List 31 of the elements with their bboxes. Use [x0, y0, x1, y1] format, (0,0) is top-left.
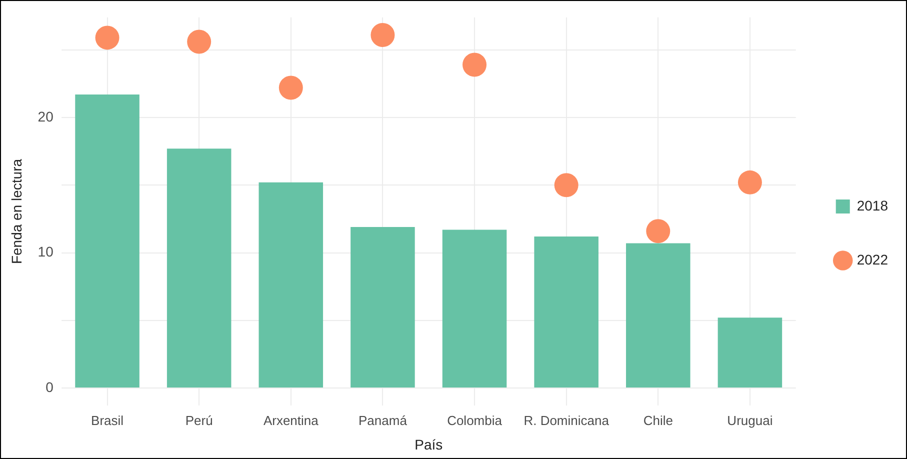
x-tick-label: Colombia	[447, 412, 503, 428]
x-tick-label: Brasil	[91, 412, 124, 428]
bar	[442, 230, 507, 388]
x-tick-label: Perú	[185, 412, 213, 428]
bar	[258, 182, 324, 388]
point	[370, 22, 395, 47]
x-tick-label: R. Dominicana	[524, 412, 610, 428]
y-axis-title: Fenda en lectura	[8, 158, 24, 264]
bar	[75, 94, 140, 388]
x-tick-label: Arxentina	[263, 412, 320, 428]
point	[738, 170, 762, 194]
bar	[166, 148, 232, 388]
x-tick-label: Chile	[643, 412, 673, 428]
bar	[350, 227, 415, 388]
point	[462, 52, 487, 77]
point	[95, 26, 120, 50]
legend-label: 2022	[856, 251, 888, 268]
bar	[718, 318, 782, 388]
y-tick-label: 10	[38, 244, 54, 260]
bar	[626, 243, 690, 388]
legend-label: 2018	[856, 197, 888, 214]
bar	[534, 236, 598, 388]
x-tick-label: Panamá	[358, 412, 408, 428]
point	[187, 30, 212, 54]
x-axis-title: País	[414, 436, 443, 452]
point	[278, 76, 303, 100]
point	[554, 173, 578, 198]
x-tick-label: Uruguai	[727, 412, 773, 428]
y-tick-label: 20	[38, 108, 54, 124]
y-tick-label: 0	[46, 378, 54, 395]
point	[646, 219, 670, 244]
